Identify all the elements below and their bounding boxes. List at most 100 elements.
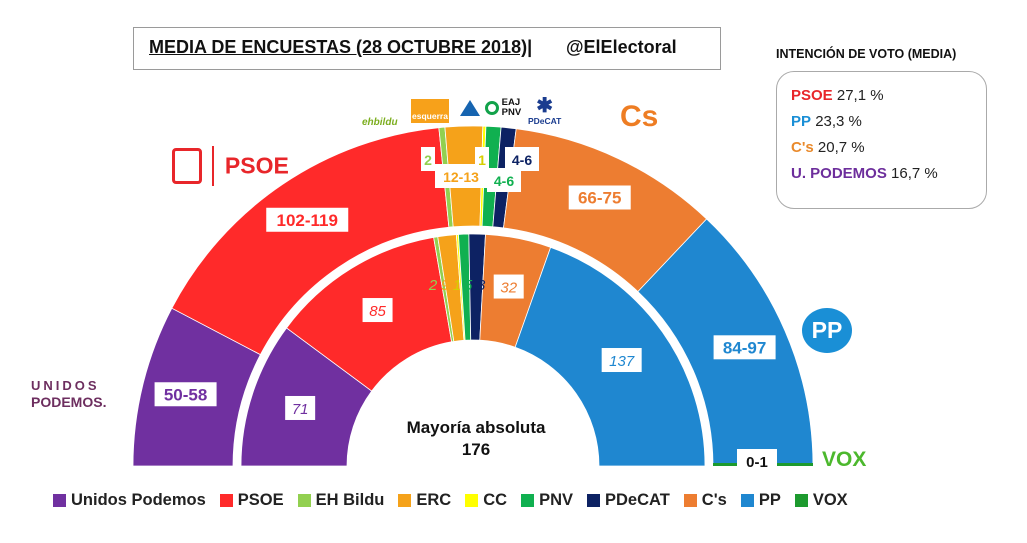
svg-text:0-1: 0-1 bbox=[746, 454, 768, 471]
outer-label-pnv: 4-6 bbox=[487, 168, 521, 192]
svg-text:71: 71 bbox=[292, 401, 309, 418]
pnv-logo-text: EAJ PNV bbox=[502, 98, 522, 118]
inner-label-pnv: 5 bbox=[464, 277, 473, 294]
outer-label-vox: 0-1 bbox=[737, 449, 777, 473]
legend-item-pdecat: PDeCAT bbox=[587, 491, 670, 510]
chart-title: MEDIA DE ENCUESTAS (28 OCTUBRE 2018)| bbox=[149, 37, 533, 57]
inner-label-psoe: 85 bbox=[362, 298, 393, 323]
vox-logo: VOX bbox=[822, 448, 866, 472]
legend-item-pnv: PNV bbox=[521, 491, 573, 510]
outer-label-unidos-podemos: 50-58 bbox=[154, 382, 217, 407]
poll-party: C's bbox=[791, 139, 814, 156]
legend-label: C's bbox=[701, 491, 727, 509]
legend-item-erc: ERC bbox=[398, 491, 451, 510]
inner-label-cc: 1 bbox=[453, 277, 461, 294]
poll-box: PSOE 27,1 % PP 23,3 % C's 20,7 % U. PODE… bbox=[776, 71, 987, 209]
legend-swatch bbox=[740, 494, 754, 507]
poll-row-pp: PP 23,3 % bbox=[791, 113, 862, 130]
svg-text:102-119: 102-119 bbox=[277, 211, 338, 230]
pp-logo-text: PP bbox=[811, 317, 843, 343]
podemos-logo-top: UNIDOS bbox=[31, 378, 100, 393]
majority-label: Mayoría absoluta 176 bbox=[376, 417, 576, 461]
chart-handle: @ElElectoral bbox=[566, 37, 677, 57]
legend-label: ERC bbox=[416, 491, 452, 509]
podemos-logo: UNIDOS PODEMOS. bbox=[31, 378, 106, 410]
majority-text: Mayoría absoluta bbox=[406, 418, 546, 437]
legend-swatch bbox=[53, 494, 66, 507]
legend-item-pp: PP bbox=[740, 491, 781, 510]
legend-label: CC bbox=[483, 491, 508, 509]
legend-swatch bbox=[587, 494, 600, 507]
legend-item-c-s: C's bbox=[683, 491, 727, 510]
legend-item-cc: CC bbox=[465, 491, 507, 510]
svg-text:2: 2 bbox=[424, 152, 432, 168]
psoe-logo: PSOE bbox=[172, 146, 289, 186]
ehbildu-logo-text: ehbildu bbox=[362, 117, 398, 128]
legend-swatch bbox=[794, 494, 808, 507]
outer-label-pp: 84-97 bbox=[713, 335, 776, 360]
cs-logo-text: Cs bbox=[620, 100, 659, 133]
svg-text:85: 85 bbox=[369, 303, 386, 320]
cc-logo bbox=[456, 100, 484, 118]
legend-label: PSOE bbox=[237, 491, 284, 509]
legend-item-unidos-podemos: Unidos Podemos bbox=[53, 491, 206, 510]
poll-value: 16,7 % bbox=[891, 165, 938, 182]
psoe-logo-text: PSOE bbox=[224, 152, 289, 179]
psoe-rose-icon bbox=[172, 148, 202, 184]
legend-swatch bbox=[465, 494, 479, 507]
inner-label-pdecat: 8 bbox=[477, 277, 486, 294]
svg-text:4-6: 4-6 bbox=[512, 152, 532, 168]
cs-logo: Cs bbox=[620, 100, 658, 134]
outer-label-eh-bildu: 2 bbox=[421, 147, 435, 171]
outer-label-cc: 1 bbox=[475, 147, 489, 171]
legend-label: PP bbox=[758, 491, 781, 509]
pp-logo: PP bbox=[802, 308, 852, 353]
legend-swatch bbox=[219, 494, 233, 507]
svg-text:66-75: 66-75 bbox=[578, 188, 621, 207]
poll-party: U. PODEMOS bbox=[791, 165, 887, 182]
outer-label-pdecat: 4-6 bbox=[505, 147, 539, 171]
svg-text:137: 137 bbox=[609, 353, 635, 370]
pdecat-star-icon: ✱ bbox=[536, 95, 554, 117]
inner-label-unidos-podemos: 71 bbox=[285, 395, 316, 420]
outer-label-psoe: 102-119 bbox=[266, 207, 349, 232]
poll-row-psoe: PSOE 27,1 % bbox=[791, 87, 884, 104]
svg-text:84-97: 84-97 bbox=[723, 338, 766, 357]
legend-label: VOX bbox=[812, 491, 848, 509]
vox-logo-text: VOX bbox=[822, 448, 867, 471]
svg-text:12-13: 12-13 bbox=[443, 169, 479, 185]
legend-swatch bbox=[683, 494, 697, 507]
legend-label: Unidos Podemos bbox=[71, 491, 206, 509]
legend-label: PDeCAT bbox=[605, 491, 670, 509]
pnv-logo-bottom: PNV bbox=[501, 107, 522, 118]
inner-label-eh-bildu: 2 bbox=[428, 277, 438, 294]
pnv-logo-icon bbox=[485, 101, 499, 115]
legend-item-eh-bildu: EH Bildu bbox=[297, 491, 384, 510]
poll-value: 23,3 % bbox=[815, 113, 862, 130]
pdecat-logo-text: PDeCAT bbox=[528, 116, 562, 126]
inner-label-c-s: 32 bbox=[493, 274, 524, 299]
pnv-logo: EAJ PNV bbox=[485, 98, 521, 118]
legend-item-psoe: PSOE bbox=[219, 491, 284, 510]
erc-logo-text: esquerra bbox=[412, 111, 448, 121]
poll-party: PP bbox=[791, 113, 812, 130]
poll-heading: INTENCIÓN DE VOTO (MEDIA) bbox=[776, 47, 957, 61]
legend-item-vox: VOX bbox=[794, 491, 848, 510]
inner-label-erc: 9 bbox=[441, 277, 450, 294]
inner-label-pp: 137 bbox=[601, 348, 642, 373]
svg-text:50-58: 50-58 bbox=[164, 385, 207, 404]
podemos-logo-bottom: PODEMOS. bbox=[31, 394, 107, 410]
psoe-logo-divider bbox=[212, 146, 215, 186]
majority-value: 176 bbox=[461, 440, 491, 459]
svg-text:1: 1 bbox=[478, 152, 486, 168]
svg-text:32: 32 bbox=[500, 280, 517, 297]
title-box: MEDIA DE ENCUESTAS (28 OCTUBRE 2018)| @E… bbox=[133, 27, 721, 70]
outer-label-c-s: 66-75 bbox=[568, 185, 631, 210]
poll-party: PSOE bbox=[791, 87, 833, 104]
outer-label-erc: 12-13 bbox=[435, 164, 487, 188]
poll-row-cs: C's 20,7 % bbox=[791, 139, 865, 156]
poll-value: 20,7 % bbox=[817, 139, 865, 156]
legend-swatch bbox=[297, 494, 311, 507]
poll-row-podemos: U. PODEMOS 16,7 % bbox=[791, 165, 938, 182]
